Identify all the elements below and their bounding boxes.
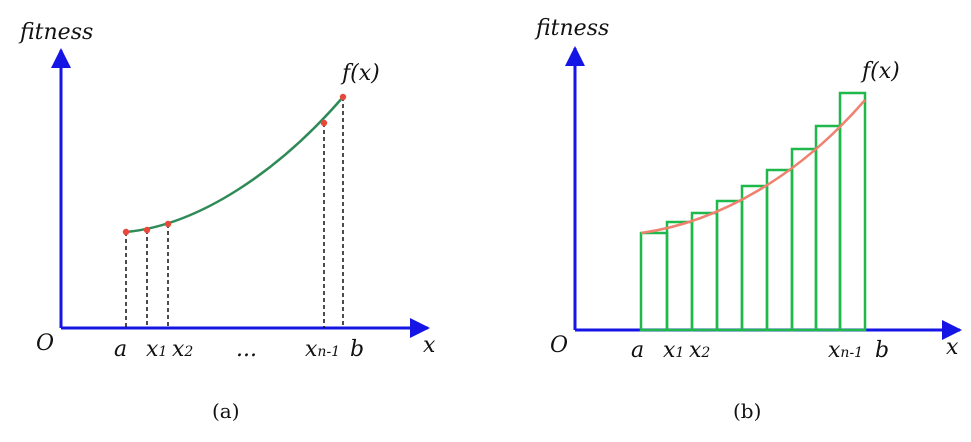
panel-a-y-label: fitness xyxy=(18,20,93,45)
panel-a-drop-lines xyxy=(125,97,344,328)
panel-a-x-label: x xyxy=(423,333,436,358)
panel-a-tick-xn-1: xn-1 xyxy=(305,337,340,362)
bar-8 xyxy=(814,124,842,332)
panel-b-bars xyxy=(639,91,867,332)
panel-b-curve xyxy=(640,99,866,235)
panel-a-tick-x2: x2 xyxy=(172,337,193,362)
panel-b-x-label: x xyxy=(946,335,959,360)
bar-5 xyxy=(740,184,769,332)
bar-2 xyxy=(665,220,694,332)
panel-a: fitness x O f(x) a x1 x2 ... xn-1 b (a) xyxy=(18,20,436,423)
bar-1 xyxy=(639,231,669,332)
panel-a-tick-a: a xyxy=(114,337,127,362)
panel-a-curve xyxy=(125,96,344,234)
panel-a-tick-b: b xyxy=(350,337,364,362)
panel-b-tick-a: a xyxy=(631,338,644,363)
panel-b-tick-x1: x1 xyxy=(663,338,684,363)
point-x1 xyxy=(143,226,151,234)
bar-3 xyxy=(690,211,719,332)
panel-b: fitness x O f(x) a x1 x2 xn-1 b (b) xyxy=(534,16,962,423)
panel-b-tick-x2: x2 xyxy=(689,338,710,363)
point-xn-1 xyxy=(320,119,328,127)
panel-b-origin-label: O xyxy=(550,333,568,358)
point-x2 xyxy=(164,220,172,228)
panel-a-points xyxy=(122,93,347,236)
bar-4 xyxy=(715,199,744,332)
panel-a-curve-label: f(x) xyxy=(340,61,380,86)
bar-6 xyxy=(765,168,794,332)
panel-b-tick-xn-1: xn-1 xyxy=(828,338,863,363)
panel-b-curve-label: f(x) xyxy=(860,59,900,84)
point-a xyxy=(122,228,130,236)
panel-b-y-label: fitness xyxy=(534,16,609,41)
bar-9 xyxy=(838,91,867,332)
panel-a-tick-x1: x1 xyxy=(146,337,167,362)
bar-7 xyxy=(790,147,818,332)
panel-a-origin-label: O xyxy=(36,331,54,356)
panel-b-tick-b: b xyxy=(875,338,889,363)
panel-a-caption: (a) xyxy=(212,399,240,423)
point-b xyxy=(339,93,347,101)
panel-a-tick-ellipsis: ... xyxy=(236,337,257,362)
panel-b-caption: (b) xyxy=(733,399,761,423)
